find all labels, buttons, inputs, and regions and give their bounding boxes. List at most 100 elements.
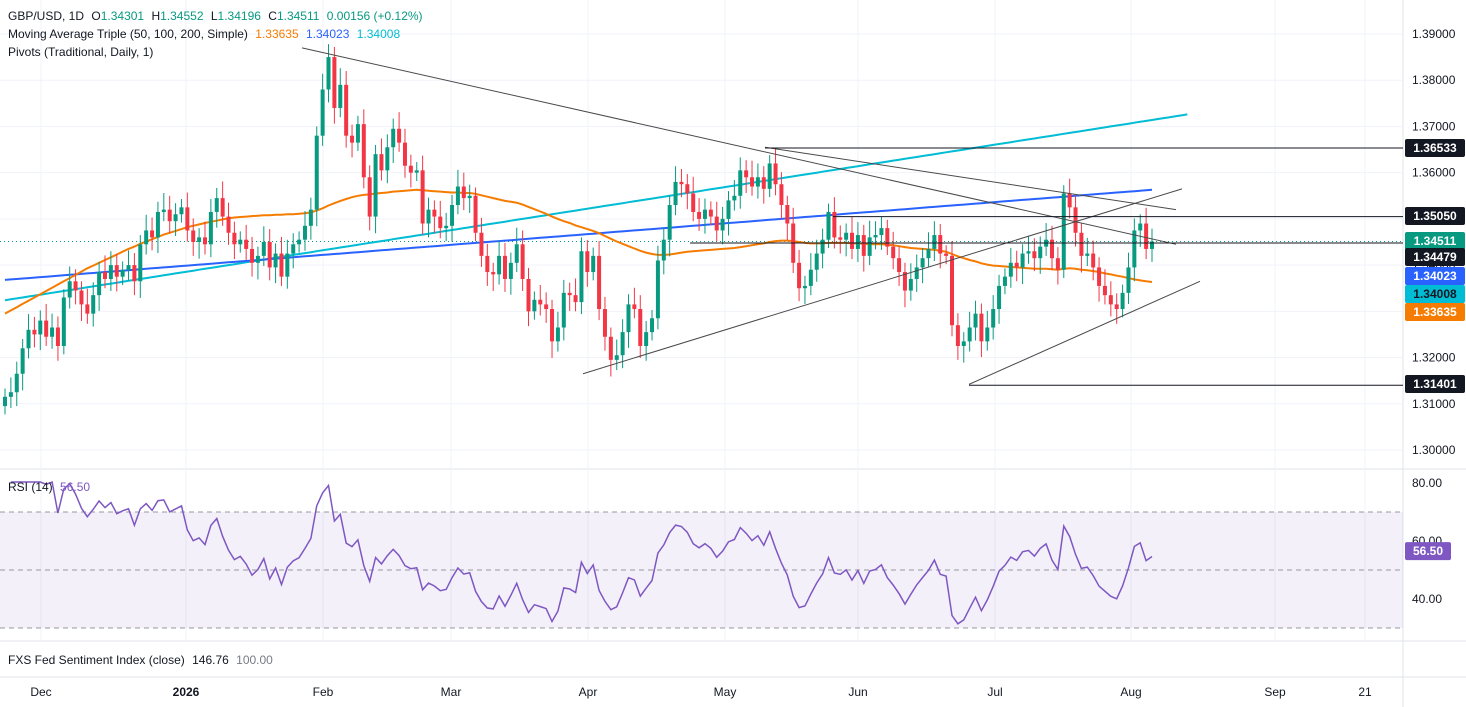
candle[interactable]	[491, 262, 496, 291]
candle[interactable]	[661, 227, 666, 275]
candle[interactable]	[414, 162, 419, 181]
candle[interactable]	[32, 316, 37, 348]
candle[interactable]	[679, 168, 684, 198]
candle[interactable]	[455, 169, 460, 215]
candle[interactable]	[420, 155, 425, 235]
candle[interactable]	[1055, 247, 1060, 285]
candle[interactable]	[697, 198, 702, 231]
candle[interactable]	[208, 199, 213, 258]
candle[interactable]	[91, 282, 96, 327]
candle[interactable]	[726, 191, 731, 236]
candle[interactable]	[85, 288, 90, 324]
candle[interactable]	[802, 275, 807, 304]
candle[interactable]	[255, 246, 260, 280]
candle[interactable]	[544, 292, 549, 323]
candle[interactable]	[861, 224, 866, 272]
candle[interactable]	[785, 195, 790, 241]
candles[interactable]	[3, 44, 1154, 415]
candle[interactable]	[20, 339, 25, 391]
candle[interactable]	[561, 279, 566, 341]
candle[interactable]	[832, 197, 837, 249]
candle[interactable]	[155, 201, 160, 254]
candle[interactable]	[973, 300, 978, 341]
candle[interactable]	[408, 154, 413, 188]
candle[interactable]	[397, 112, 402, 152]
candle[interactable]	[579, 237, 584, 315]
candle[interactable]	[1085, 237, 1090, 267]
candle[interactable]	[1097, 257, 1102, 302]
candle[interactable]	[626, 294, 631, 348]
candle[interactable]	[26, 314, 31, 359]
candle[interactable]	[714, 201, 719, 242]
candle[interactable]	[173, 203, 178, 236]
candle[interactable]	[950, 241, 955, 337]
candle[interactable]	[402, 128, 407, 178]
candle[interactable]	[602, 297, 607, 351]
candle[interactable]	[220, 181, 225, 226]
candle[interactable]	[450, 194, 455, 242]
candle[interactable]	[138, 235, 143, 298]
candle[interactable]	[1150, 228, 1154, 262]
candle[interactable]	[126, 250, 131, 281]
candle[interactable]	[1008, 248, 1013, 288]
candle[interactable]	[550, 299, 555, 359]
candle[interactable]	[614, 339, 619, 371]
candle[interactable]	[267, 229, 272, 281]
candle[interactable]	[479, 217, 484, 267]
candle[interactable]	[185, 192, 190, 242]
candle[interactable]	[161, 193, 166, 222]
candle[interactable]	[497, 240, 502, 285]
candle[interactable]	[373, 144, 378, 234]
candle[interactable]	[814, 239, 819, 282]
candle[interactable]	[1091, 240, 1096, 281]
candle[interactable]	[555, 311, 560, 352]
candle[interactable]	[820, 228, 825, 269]
candle[interactable]	[120, 261, 125, 285]
candle[interactable]	[926, 232, 931, 268]
candle[interactable]	[132, 253, 137, 296]
price-axis[interactable]: 1.390001.380001.370001.360001.350001.340…	[1405, 27, 1465, 457]
candle[interactable]	[755, 163, 760, 199]
candle[interactable]	[197, 228, 202, 259]
candle[interactable]	[908, 263, 913, 301]
candle[interactable]	[997, 274, 1002, 324]
candle[interactable]	[67, 266, 72, 309]
candle[interactable]	[650, 309, 655, 341]
candle[interactable]	[61, 289, 66, 355]
candle[interactable]	[944, 245, 949, 265]
candle[interactable]	[985, 310, 990, 351]
candle[interactable]	[326, 44, 331, 103]
candle[interactable]	[1073, 195, 1078, 247]
candle[interactable]	[432, 200, 437, 234]
candle[interactable]	[1014, 250, 1019, 282]
candle[interactable]	[1126, 252, 1131, 304]
candle[interactable]	[855, 222, 860, 262]
candle[interactable]	[50, 313, 55, 349]
candle[interactable]	[991, 295, 996, 340]
candle[interactable]	[79, 281, 84, 322]
candle[interactable]	[967, 311, 972, 352]
candle[interactable]	[102, 255, 107, 289]
candle[interactable]	[838, 225, 843, 254]
candle[interactable]	[750, 160, 755, 196]
candle[interactable]	[932, 221, 937, 261]
candle[interactable]	[632, 287, 637, 319]
candle[interactable]	[379, 138, 384, 181]
candle[interactable]	[538, 284, 543, 316]
candle[interactable]	[244, 224, 249, 261]
candle[interactable]	[238, 231, 243, 253]
candle[interactable]	[191, 218, 196, 256]
candle[interactable]	[779, 172, 784, 219]
candle[interactable]	[332, 46, 337, 124]
candle[interactable]	[655, 245, 660, 330]
candle[interactable]	[8, 377, 13, 408]
candle[interactable]	[567, 282, 572, 311]
candle[interactable]	[438, 200, 443, 239]
candle[interactable]	[144, 214, 149, 255]
candle[interactable]	[320, 73, 325, 146]
candle[interactable]	[702, 198, 707, 234]
candle[interactable]	[344, 70, 349, 148]
time-axis[interactable]: Dec 2026 Feb Mar Apr May Jun Jul Aug Sep 21	[30, 685, 1372, 699]
candle[interactable]	[485, 243, 490, 286]
candle[interactable]	[720, 206, 725, 245]
